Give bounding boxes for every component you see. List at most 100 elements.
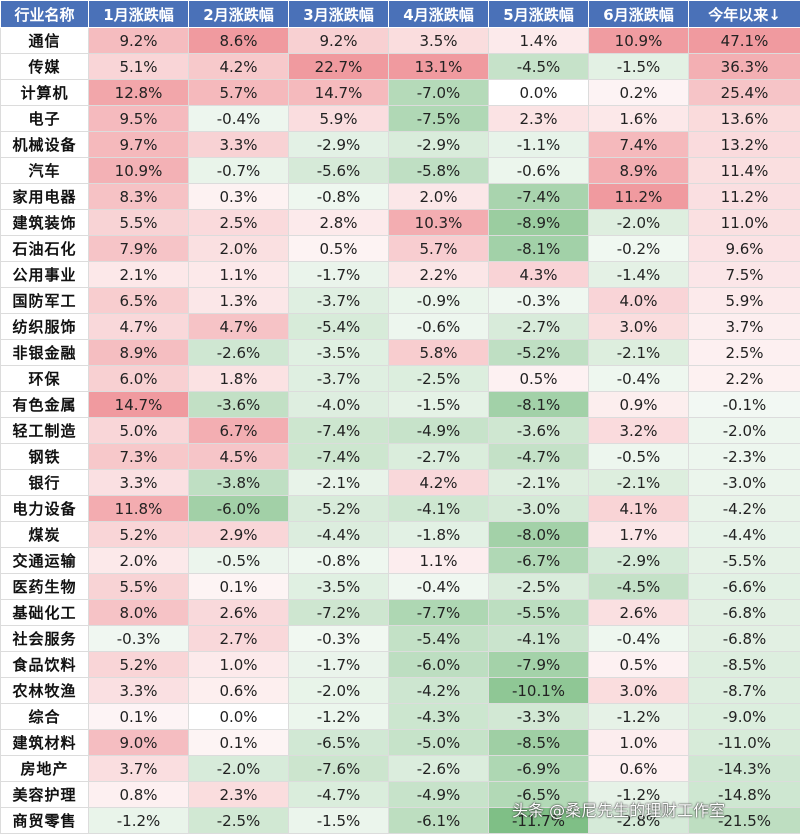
table-row: 钢铁 7.3% 4.5% -7.4% -2.7% -4.7% -0.5% -2.3% <box>0 443 800 470</box>
return-value-cell: -6.7% <box>488 547 589 574</box>
industry-name-cell: 食品饮料 <box>0 651 89 678</box>
return-value-cell: -4.0% <box>288 391 389 418</box>
return-value-cell: -5.4% <box>288 313 389 340</box>
return-value-cell: 2.0% <box>88 547 189 574</box>
industry-name-cell: 计算机 <box>0 79 89 106</box>
return-value-cell: -6.6% <box>688 573 800 600</box>
return-value-cell: 47.1% <box>688 27 800 54</box>
table-row: 食品饮料 5.2% 1.0% -1.7% -6.0% -7.9% 0.5% -8.5% <box>0 651 800 678</box>
return-value-cell: -8.0% <box>488 521 589 548</box>
return-value-cell: 1.7% <box>588 521 689 548</box>
table-row: 基础化工 8.0% 2.6% -7.2% -7.7% -5.5% 2.6% -6.8% <box>0 599 800 626</box>
return-value-cell: -4.9% <box>388 781 489 808</box>
table-row: 银行 3.3% -3.8% -2.1% 4.2% -2.1% -2.1% -3.0% <box>0 469 800 496</box>
return-value-cell: 3.3% <box>88 469 189 496</box>
industry-name-cell: 电力设备 <box>0 495 89 522</box>
return-value-cell: -1.5% <box>388 391 489 418</box>
return-value-cell: 9.0% <box>88 729 189 756</box>
return-value-cell: 10.9% <box>88 157 189 184</box>
header-feb: 2月涨跌幅 <box>188 0 289 28</box>
return-value-cell: 8.9% <box>588 157 689 184</box>
table-row: 公用事业 2.1% 1.1% -1.7% 2.2% 4.3% -1.4% 7.5% <box>0 261 800 288</box>
return-value-cell: -6.1% <box>388 807 489 834</box>
return-value-cell: 7.3% <box>88 443 189 470</box>
return-value-cell: -7.9% <box>488 651 589 678</box>
return-value-cell: -4.1% <box>488 625 589 652</box>
return-value-cell: -2.7% <box>388 443 489 470</box>
return-value-cell: -6.8% <box>688 599 800 626</box>
watermark: 头条 @桑尼先生的理财工作室 <box>512 801 726 820</box>
return-value-cell: -0.3% <box>88 625 189 652</box>
table-row: 通信 9.2% 8.6% 9.2% 3.5% 1.4% 10.9% 47.1% <box>0 27 800 54</box>
return-value-cell: 5.9% <box>688 287 800 314</box>
return-value-cell: -2.9% <box>588 547 689 574</box>
industry-name-cell: 有色金属 <box>0 391 89 418</box>
return-value-cell: 6.7% <box>188 417 289 444</box>
return-value-cell: 3.7% <box>88 755 189 782</box>
table-row: 计算机 12.8% 5.7% 14.7% -7.0% 0.0% 0.2% 25.4% <box>0 79 800 106</box>
return-value-cell: -5.5% <box>688 547 800 574</box>
return-value-cell: 0.1% <box>188 573 289 600</box>
return-value-cell: -2.1% <box>588 339 689 366</box>
return-value-cell: -1.8% <box>388 521 489 548</box>
return-value-cell: -2.9% <box>288 131 389 158</box>
return-value-cell: 2.5% <box>688 339 800 366</box>
return-value-cell: -7.6% <box>288 755 389 782</box>
return-value-cell: 10.3% <box>388 209 489 236</box>
return-value-cell: 5.8% <box>388 339 489 366</box>
return-value-cell: 2.7% <box>188 625 289 652</box>
industry-name-cell: 非银金融 <box>0 339 89 366</box>
return-value-cell: 2.3% <box>188 781 289 808</box>
industry-name-cell: 农林牧渔 <box>0 677 89 704</box>
table-row: 电力设备 11.8% -6.0% -5.2% -4.1% -3.0% 4.1% -4.2% <box>0 495 800 522</box>
return-value-cell: -8.5% <box>688 651 800 678</box>
table-row: 综合 0.1% 0.0% -1.2% -4.3% -3.3% -1.2% -9.0% <box>0 703 800 730</box>
return-value-cell: -11.0% <box>688 729 800 756</box>
return-value-cell: -2.0% <box>588 209 689 236</box>
return-value-cell: -5.4% <box>388 625 489 652</box>
return-value-cell: 2.9% <box>188 521 289 548</box>
return-value-cell: -8.1% <box>488 235 589 262</box>
return-value-cell: 7.5% <box>688 261 800 288</box>
return-value-cell: 5.5% <box>88 573 189 600</box>
header-ytd-sort[interactable]: 今年以来↓ <box>688 0 800 28</box>
return-value-cell: -2.5% <box>388 365 489 392</box>
return-value-cell: 14.7% <box>288 79 389 106</box>
return-value-cell: 0.0% <box>188 703 289 730</box>
return-value-cell: -4.1% <box>388 495 489 522</box>
return-value-cell: 2.1% <box>88 261 189 288</box>
return-value-cell: 5.7% <box>388 235 489 262</box>
return-value-cell: 1.0% <box>188 651 289 678</box>
return-value-cell: 5.5% <box>88 209 189 236</box>
return-value-cell: -3.0% <box>488 495 589 522</box>
header-jun: 6月涨跌幅 <box>588 0 689 28</box>
industry-name-cell: 银行 <box>0 469 89 496</box>
return-value-cell: -3.5% <box>288 573 389 600</box>
return-value-cell: 13.6% <box>688 105 800 132</box>
table-row: 农林牧渔 3.3% 0.6% -2.0% -4.2% -10.1% 3.0% -8.7% <box>0 677 800 704</box>
return-value-cell: -4.9% <box>388 417 489 444</box>
return-value-cell: -5.0% <box>388 729 489 756</box>
industry-name-cell: 钢铁 <box>0 443 89 470</box>
return-value-cell: -1.2% <box>588 781 689 808</box>
return-value-cell: 0.6% <box>588 755 689 782</box>
return-value-cell: 0.3% <box>188 183 289 210</box>
industry-name-cell: 煤炭 <box>0 521 89 548</box>
return-value-cell: 8.0% <box>88 599 189 626</box>
return-value-cell: 7.9% <box>88 235 189 262</box>
return-value-cell: -1.5% <box>588 53 689 80</box>
table-row: 医药生物 5.5% 0.1% -3.5% -0.4% -2.5% -4.5% -6.6% <box>0 573 800 600</box>
return-value-cell: 9.7% <box>88 131 189 158</box>
return-value-cell: -0.6% <box>388 313 489 340</box>
return-value-cell: 9.5% <box>88 105 189 132</box>
return-value-cell: -0.8% <box>288 547 389 574</box>
table-row: 有色金属 14.7% -3.6% -4.0% -1.5% -8.1% 0.9% -0.1% <box>0 391 800 418</box>
return-value-cell: -4.2% <box>388 677 489 704</box>
return-value-cell: 0.0% <box>488 79 589 106</box>
return-value-cell: -2.1% <box>588 469 689 496</box>
return-value-cell: -2.9% <box>388 131 489 158</box>
table-row: 电子 9.5% -0.4% 5.9% -7.5% 2.3% 1.6% 13.6% <box>0 105 800 132</box>
return-value-cell: -2.0% <box>688 417 800 444</box>
return-value-cell: -3.8% <box>188 469 289 496</box>
return-value-cell: -1.7% <box>288 651 389 678</box>
